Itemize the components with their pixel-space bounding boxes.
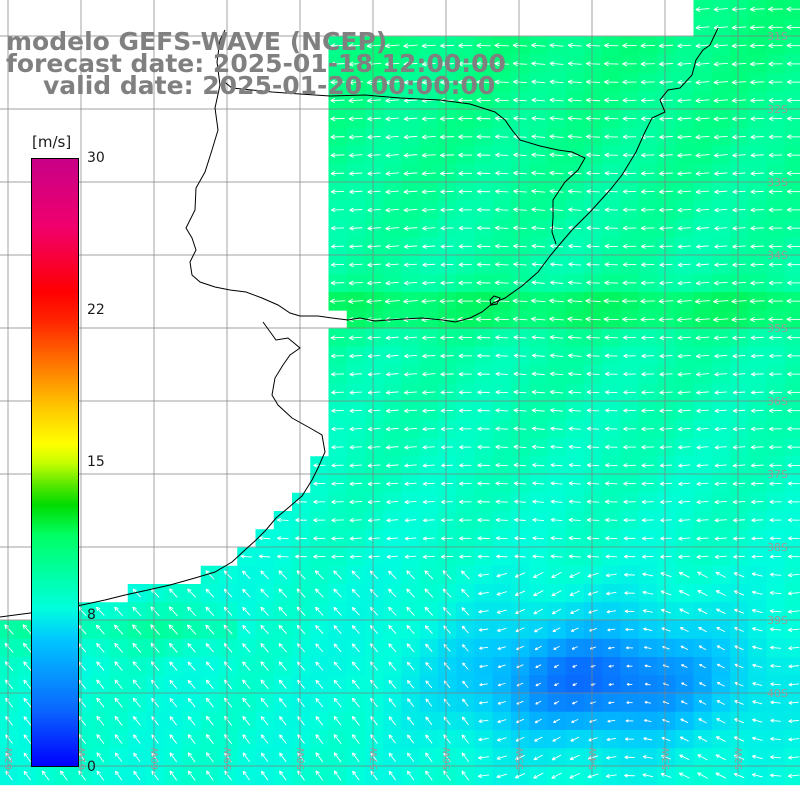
lon-label: 60W xyxy=(150,747,161,770)
colorbar xyxy=(31,158,79,767)
lat-label: 37S xyxy=(767,468,788,481)
valid-date: valid date: 2025-01-20 00:00:00 xyxy=(43,73,495,99)
lon-label: 59W xyxy=(223,747,234,770)
lat-label: 32S xyxy=(767,103,788,116)
colorbar-tick-0: 0 xyxy=(87,759,96,775)
lat-label: 33S xyxy=(767,176,788,189)
colorbar-tick-30: 30 xyxy=(87,150,105,166)
lat-label: 34S xyxy=(767,249,788,262)
lat-label: 39S xyxy=(767,614,788,627)
lon-label: 58W xyxy=(296,747,307,770)
lon-label: 55W xyxy=(515,747,526,770)
lat-label: 40S xyxy=(767,687,788,700)
colorbar-tick-22: 22 xyxy=(87,302,105,318)
lon-label: 52W xyxy=(734,747,745,770)
lon-label: 56W xyxy=(442,747,453,770)
lat-label: 35S xyxy=(767,322,788,335)
lon-label: 62W xyxy=(4,747,15,770)
lat-label: 36S xyxy=(767,395,788,408)
lon-label: 54W xyxy=(588,747,599,770)
lat-label: 38S xyxy=(767,541,788,554)
colorbar-tick-15: 15 xyxy=(87,454,105,470)
lat-label: 31S xyxy=(767,30,788,43)
colorbar-tick-8: 8 xyxy=(87,607,96,623)
lon-label: 57W xyxy=(369,747,380,770)
colorbar-unit: [m/s] xyxy=(32,133,71,151)
lon-label: 53W xyxy=(661,747,672,770)
